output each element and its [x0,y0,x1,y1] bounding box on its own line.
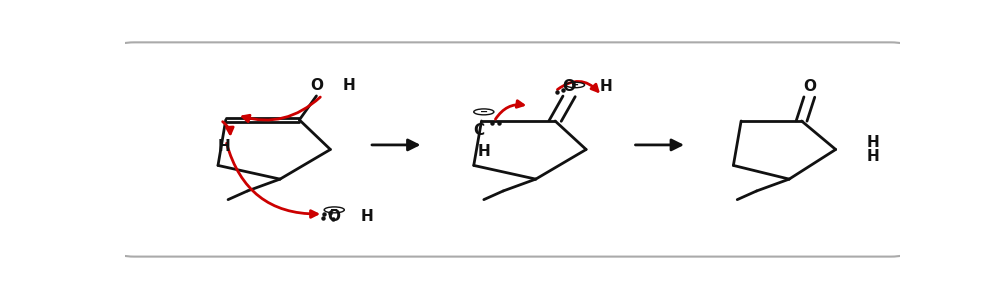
Text: O: O [563,79,576,94]
Text: O: O [803,79,816,94]
Text: H: H [343,78,355,93]
FancyArrowPatch shape [635,140,681,150]
Text: H: H [218,139,231,154]
Text: +: + [571,80,579,90]
Text: H: H [867,135,879,150]
Text: −: − [330,205,338,215]
FancyArrowPatch shape [372,140,417,150]
Text: H: H [867,149,879,164]
Text: C: C [474,123,485,138]
Text: H: H [360,209,373,224]
Text: H: H [477,144,490,159]
Text: −: − [480,107,488,117]
FancyBboxPatch shape [119,42,906,257]
Text: H: H [600,79,613,94]
Text: O: O [328,209,341,224]
Text: O: O [310,78,323,93]
